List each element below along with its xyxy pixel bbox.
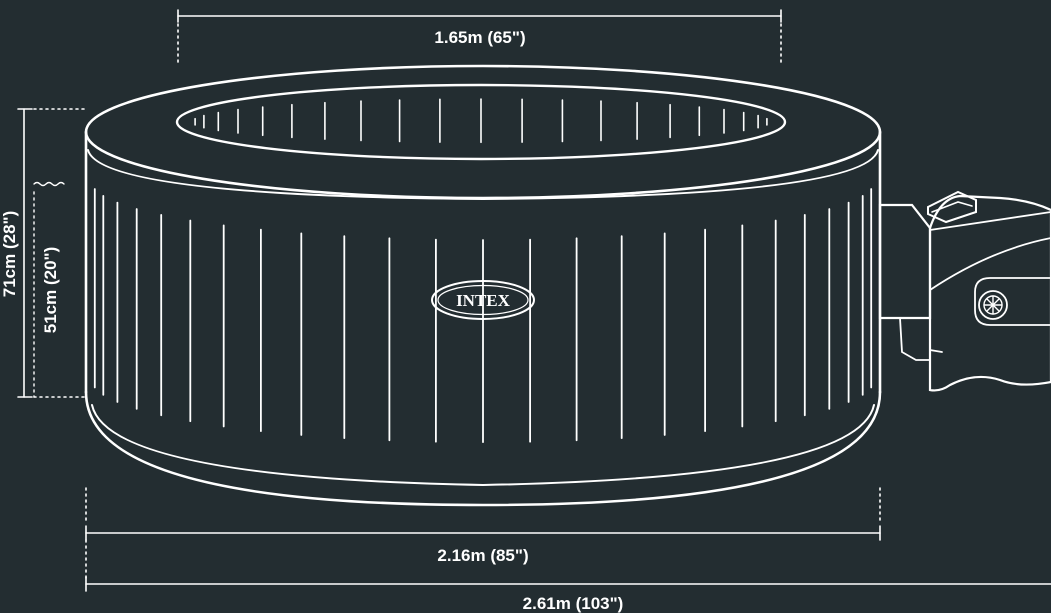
height-dimension: 71cm (28") <box>0 108 87 398</box>
water-depth-dimension: 51cm (20") <box>33 181 65 398</box>
outer-diameter-dimension: 2.16m (85") <box>85 487 881 565</box>
outer-wall-ribs <box>93 188 873 444</box>
intex-logo: INTEX <box>431 280 535 320</box>
spa-tub: INTEX <box>84 64 882 507</box>
inner-diameter-dimension: 1.65m (65") <box>177 9 782 63</box>
fan-icon <box>978 290 1008 320</box>
brand-logo-text: INTEX <box>456 291 511 310</box>
height-label: 71cm (28") <box>0 211 19 298</box>
pump-unit <box>878 190 1051 392</box>
outer-diameter-label: 2.16m (85") <box>437 546 528 565</box>
inner-diameter-label: 1.65m (65") <box>434 28 525 47</box>
water-depth-label: 51cm (20") <box>41 247 60 334</box>
water-level-icon <box>33 181 65 187</box>
total-width-dimension: 2.61m (103") <box>85 539 1051 613</box>
inner-wall-ribs <box>194 98 768 144</box>
total-width-label: 2.61m (103") <box>523 594 624 613</box>
